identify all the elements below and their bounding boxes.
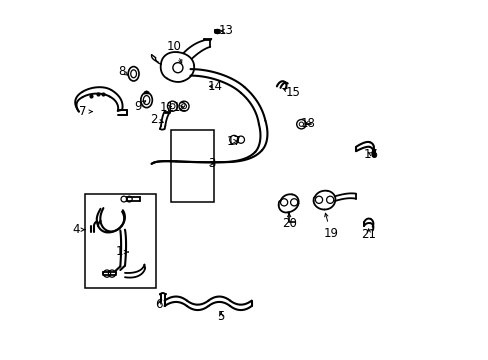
Text: 18: 18 (301, 117, 315, 130)
Text: 4: 4 (72, 223, 85, 236)
Text: 12: 12 (172, 101, 187, 114)
Text: 8: 8 (118, 65, 128, 78)
Bar (170, 130, 213, 202)
Bar (85, 194, 155, 288)
Text: 5: 5 (217, 310, 224, 323)
Text: 19: 19 (323, 213, 338, 240)
Text: 13: 13 (218, 24, 233, 37)
Text: 17: 17 (226, 135, 242, 148)
Text: 1: 1 (115, 246, 128, 258)
Text: 21: 21 (361, 228, 375, 240)
Text: 20: 20 (281, 213, 296, 230)
Text: 6: 6 (155, 298, 162, 311)
Text: 15: 15 (282, 86, 300, 99)
Text: 10: 10 (166, 40, 182, 63)
Text: 9: 9 (134, 100, 145, 113)
Text: 2: 2 (150, 113, 163, 126)
Text: 7: 7 (80, 105, 92, 118)
Text: 14: 14 (207, 80, 222, 93)
Text: 16: 16 (363, 148, 378, 161)
Text: 3: 3 (207, 157, 215, 170)
Text: 11: 11 (159, 101, 174, 114)
